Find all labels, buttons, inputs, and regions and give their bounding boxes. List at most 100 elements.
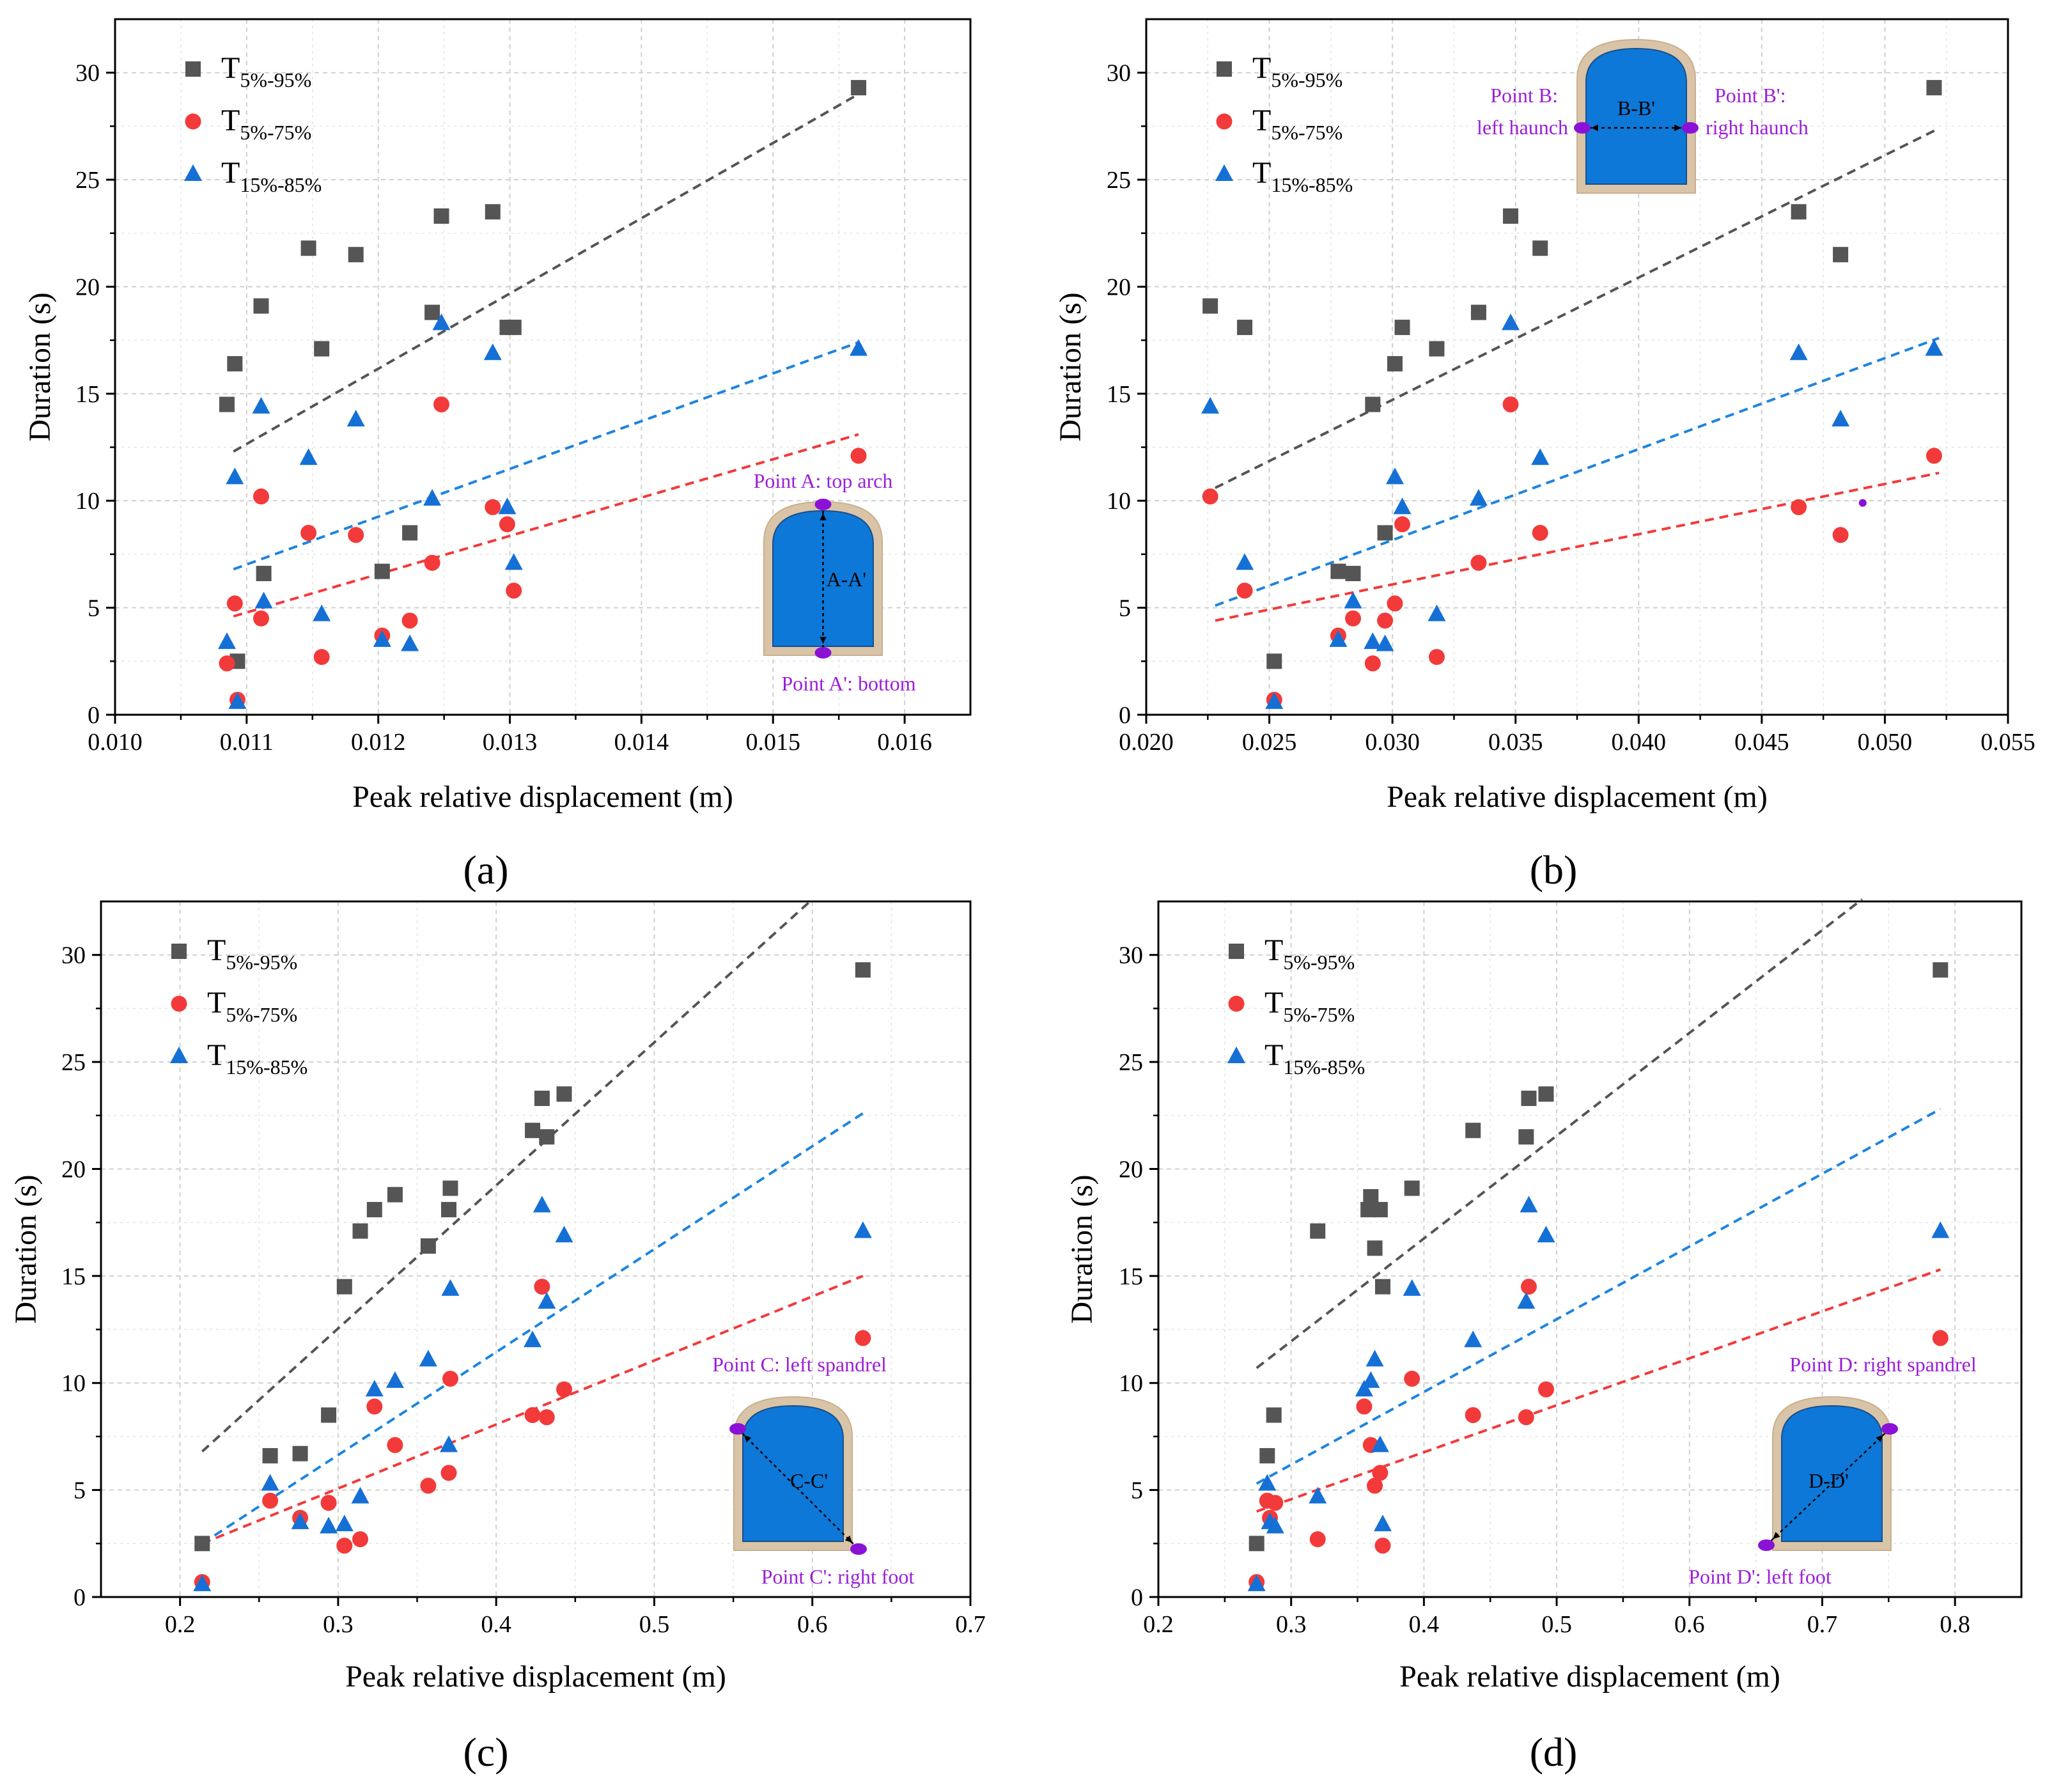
y-axis-title: Duration (s) <box>1065 1174 1099 1323</box>
data-point <box>253 488 269 505</box>
data-point <box>850 339 868 356</box>
data-point <box>348 247 364 263</box>
data-point <box>1356 1398 1373 1415</box>
point-start-marker <box>729 1423 746 1435</box>
data-point <box>1832 410 1850 427</box>
fit-line-t5-95 <box>1256 898 1863 1369</box>
data-point <box>1926 448 1942 464</box>
x-tick-label: 0.3 <box>323 1611 354 1638</box>
data-point <box>346 410 365 427</box>
data-point <box>227 355 243 371</box>
y-tick-label: 10 <box>75 488 100 515</box>
data-point <box>1374 1515 1392 1532</box>
data-point <box>1520 1279 1537 1295</box>
y-tick-label: 0 <box>1119 702 1131 729</box>
data-point <box>524 1330 542 1348</box>
y-tick-label: 10 <box>1119 1370 1143 1397</box>
data-point <box>335 1515 354 1532</box>
data-point <box>254 591 273 609</box>
data-point <box>1517 1292 1536 1309</box>
data-point <box>352 1223 368 1239</box>
data-point <box>485 204 501 220</box>
data-point <box>336 1538 353 1554</box>
series-t15-85 <box>1247 1196 1950 1591</box>
series-t5-95 <box>1202 80 1942 669</box>
x-axis-title: Peak relative displacement (m) <box>1387 780 1768 814</box>
legend-marker <box>1228 995 1245 1012</box>
y-tick-label: 25 <box>1119 1049 1143 1076</box>
x-tick-label: 0.055 <box>1980 729 2035 756</box>
data-point <box>1470 554 1487 571</box>
data-point <box>1537 1381 1554 1398</box>
data-point <box>387 1437 403 1453</box>
data-point <box>1791 499 1807 515</box>
panel-label: (c) <box>463 1729 508 1775</box>
plot-frame <box>100 900 972 1598</box>
x-tick-label: 0.035 <box>1488 729 1543 756</box>
y-axis-title: Duration (s) <box>1054 292 1087 441</box>
data-point <box>1521 1090 1537 1106</box>
legend-label: T5%-95% <box>1264 933 1355 974</box>
data-point <box>256 566 272 582</box>
data-point <box>300 524 317 541</box>
data-point <box>320 1495 337 1511</box>
data-point <box>261 1474 279 1491</box>
fit-line-t5-95 <box>233 93 860 453</box>
series-t15-85 <box>1201 313 1943 709</box>
series-t5-95 <box>1249 962 1949 1552</box>
x-tick-label: 0.020 <box>1119 729 1174 756</box>
stray-marker <box>1858 499 1867 507</box>
data-point <box>401 634 419 651</box>
data-point <box>525 1123 541 1139</box>
x-tick-label: 0.5 <box>639 1611 670 1638</box>
y-tick-label: 5 <box>74 1477 86 1504</box>
data-point <box>1926 80 1942 96</box>
y-tick-label: 25 <box>61 1049 86 1076</box>
y-tick-label: 20 <box>61 1156 86 1183</box>
data-point <box>226 595 243 612</box>
data-point <box>1428 604 1446 621</box>
data-point <box>1520 1196 1538 1213</box>
y-tick-label: 15 <box>1107 381 1131 408</box>
x-tick-label: 0.4 <box>1409 1611 1440 1638</box>
point-start-marker <box>1881 1423 1898 1435</box>
x-tick-label: 0.025 <box>1242 729 1297 756</box>
data-point <box>320 1516 338 1534</box>
point-end-marker <box>1758 1539 1775 1551</box>
data-point <box>1371 1435 1389 1453</box>
data-point <box>498 497 517 515</box>
point-start-label: Point B: <box>1490 84 1558 107</box>
data-point <box>432 313 451 331</box>
y-tick-label: 5 <box>1131 1477 1143 1504</box>
data-point <box>1469 488 1488 506</box>
tunnel-interior <box>1585 47 1687 185</box>
x-tick-label: 0.6 <box>1674 1611 1705 1638</box>
arrow-head-icon <box>1591 124 1598 132</box>
data-point <box>533 1196 551 1213</box>
data-point <box>1365 396 1381 412</box>
data-point <box>1345 610 1362 627</box>
y-tick-label: 25 <box>75 167 100 194</box>
y-tick-label: 30 <box>1119 942 1143 969</box>
data-point <box>853 1221 872 1238</box>
data-point <box>374 563 390 579</box>
data-point <box>313 649 330 666</box>
data-point <box>1385 467 1404 485</box>
data-point <box>1236 582 1253 599</box>
data-point <box>219 655 235 672</box>
data-point <box>228 692 247 709</box>
data-point <box>1537 1226 1555 1243</box>
data-point <box>855 962 871 978</box>
data-point <box>1202 488 1218 505</box>
data-point <box>1355 1380 1373 1397</box>
y-tick-label: 15 <box>61 1263 86 1290</box>
point-start-label-2: left haunch <box>1477 116 1568 139</box>
data-point <box>1345 566 1361 582</box>
data-point <box>253 298 269 314</box>
legend: T5%-95% T5%-75% T15%-85% <box>170 933 307 1079</box>
data-point <box>504 553 523 570</box>
data-point <box>1470 304 1486 320</box>
fit-line-t5-95 <box>201 898 814 1453</box>
data-point <box>1502 396 1519 413</box>
data-point <box>1531 448 1550 465</box>
